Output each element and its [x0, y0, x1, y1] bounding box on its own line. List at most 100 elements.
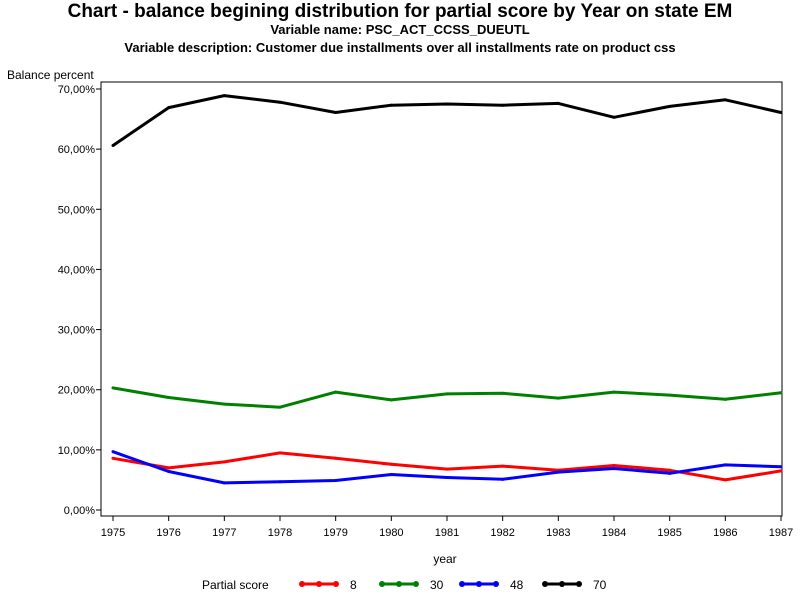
data-point	[723, 463, 727, 467]
data-point	[445, 476, 449, 480]
series-30	[111, 386, 783, 409]
data-point	[278, 100, 282, 104]
data-point	[668, 104, 672, 108]
x-tick-label: 1975	[101, 527, 125, 539]
data-point	[278, 405, 282, 409]
data-point	[111, 144, 115, 148]
legend-label: 70	[593, 578, 607, 592]
legend-entry-70: 70	[542, 578, 607, 592]
y-tick-label: 10,00%	[58, 445, 96, 457]
data-point	[167, 106, 171, 110]
data-point	[501, 103, 505, 107]
data-point	[556, 101, 560, 105]
x-tick-label: 1984	[602, 527, 626, 539]
data-point	[278, 480, 282, 484]
data-point	[278, 451, 282, 455]
data-point	[445, 467, 449, 471]
data-point	[556, 470, 560, 474]
y-tick-label: 40,00%	[58, 264, 96, 276]
legend-label: 8	[350, 578, 357, 592]
data-point	[389, 473, 393, 477]
chart-subtitle: Variable name: PSC_ACT_CCSS_DUEUTL	[270, 22, 530, 37]
legend-swatch-marker	[299, 581, 305, 587]
data-point	[222, 94, 226, 98]
data-point	[334, 479, 338, 483]
legend-swatch-marker	[559, 581, 565, 587]
data-point	[556, 396, 560, 400]
x-tick-label: 1976	[156, 527, 180, 539]
legend-swatch-marker	[333, 581, 339, 587]
legend-swatch-marker	[316, 581, 322, 587]
legend-swatch-marker	[542, 581, 548, 587]
data-point	[612, 115, 616, 119]
y-axis-label: Balance percent	[7, 68, 94, 82]
data-point	[612, 467, 616, 471]
data-point	[779, 110, 783, 114]
data-point	[779, 469, 783, 473]
x-tick-label: 1977	[212, 527, 236, 539]
series-line	[112, 451, 782, 482]
data-point	[167, 396, 171, 400]
data-point	[668, 468, 672, 472]
legend-swatch-marker	[493, 581, 499, 587]
series-70	[111, 94, 783, 148]
series-line	[112, 386, 782, 409]
y-tick-label: 20,00%	[58, 385, 96, 397]
data-point	[222, 460, 226, 464]
x-tick-label: 1982	[490, 527, 514, 539]
legend-entry-30: 30	[379, 578, 444, 592]
legend-swatch-marker	[413, 581, 419, 587]
data-point	[167, 466, 171, 470]
series-48	[111, 450, 783, 485]
data-point	[111, 386, 115, 390]
legend-label: 30	[430, 578, 444, 592]
data-point	[723, 478, 727, 482]
data-point	[389, 462, 393, 466]
data-point	[723, 98, 727, 102]
data-point	[222, 481, 226, 485]
data-point	[389, 103, 393, 107]
y-tick-label: 0,00%	[64, 505, 95, 517]
legend-swatch-marker	[476, 581, 482, 587]
data-point	[668, 393, 672, 397]
x-tick-label: 1987	[769, 527, 793, 539]
data-point	[501, 477, 505, 481]
plot-frame	[100, 81, 783, 517]
chart-title: Chart - balance begining distribution fo…	[67, 1, 733, 22]
y-tick-label: 30,00%	[58, 325, 96, 337]
data-point	[668, 471, 672, 475]
legend-title: Partial score	[202, 578, 269, 592]
data-point	[501, 391, 505, 395]
data-point	[111, 456, 115, 460]
x-tick-label: 1983	[546, 527, 570, 539]
data-point	[445, 102, 449, 106]
data-point	[723, 397, 727, 401]
data-point	[779, 391, 783, 395]
legend-entry-8: 8	[299, 578, 357, 592]
legend-swatch-marker	[459, 581, 465, 587]
legend-swatch-marker	[396, 581, 402, 587]
y-tick-label: 60,00%	[58, 144, 96, 156]
y-tick-label: 50,00%	[58, 204, 96, 216]
data-point	[389, 398, 393, 402]
x-tick-label: 1978	[268, 527, 292, 539]
data-point	[779, 465, 783, 469]
legend-label: 48	[510, 578, 524, 592]
x-axis-label: year	[433, 552, 456, 566]
legend-swatch-marker	[379, 581, 385, 587]
legend-entry-48: 48	[459, 578, 524, 592]
series-8	[111, 451, 783, 482]
x-tick-label: 1986	[713, 527, 737, 539]
data-point	[445, 392, 449, 396]
data-point	[334, 390, 338, 394]
data-point	[501, 464, 505, 468]
y-tick-label: 70,00%	[58, 84, 96, 96]
data-point	[612, 390, 616, 394]
x-tick-label: 1985	[657, 527, 681, 539]
data-point	[222, 402, 226, 406]
x-tick-label: 1981	[435, 527, 459, 539]
data-point	[111, 450, 115, 454]
data-point	[334, 456, 338, 460]
